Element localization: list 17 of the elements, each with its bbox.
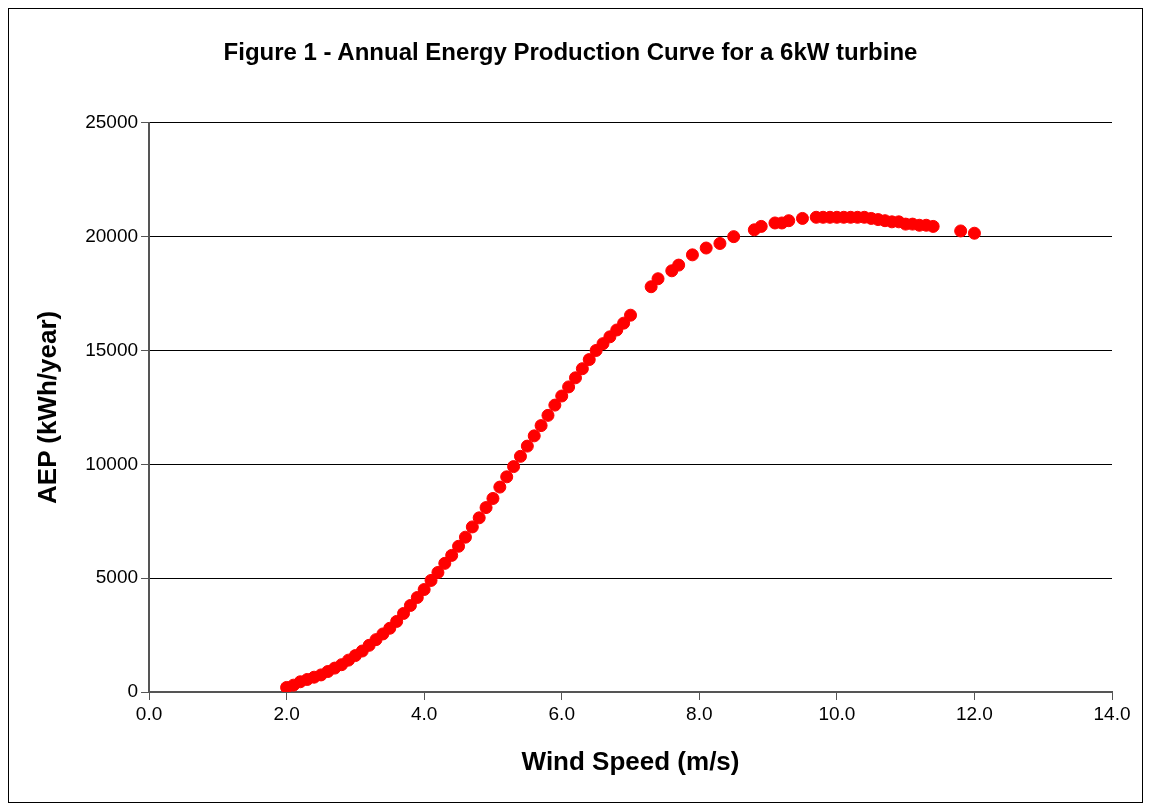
x-tick-label: 6.0 — [548, 702, 575, 724]
chart-title: Figure 1 - Annual Energy Production Curve for a 6kW turbine — [223, 38, 918, 66]
y-tick-label: 15000 — [85, 338, 139, 360]
x-tick-label: 2.0 — [273, 702, 300, 724]
y-tick-label: 10000 — [85, 452, 139, 474]
x-tick-label: 12.0 — [955, 702, 993, 724]
y-tick-label: 5000 — [95, 566, 139, 588]
x-tick-label: 8.0 — [686, 702, 713, 724]
x-tick-label: 4.0 — [410, 702, 438, 724]
y-tick-label: 0 — [127, 680, 139, 702]
x-tick-label: 10.0 — [818, 702, 856, 724]
x-axis-title: Wind Speed (m/s) — [521, 745, 740, 776]
y-tick-label: 20000 — [85, 224, 139, 246]
y-tick-label: 25000 — [85, 111, 139, 133]
x-tick-label: 14.0 — [1093, 702, 1131, 724]
x-tick-label: 0.0 — [135, 702, 163, 724]
y-axis-title: AEP (kWh/year) — [31, 310, 62, 504]
